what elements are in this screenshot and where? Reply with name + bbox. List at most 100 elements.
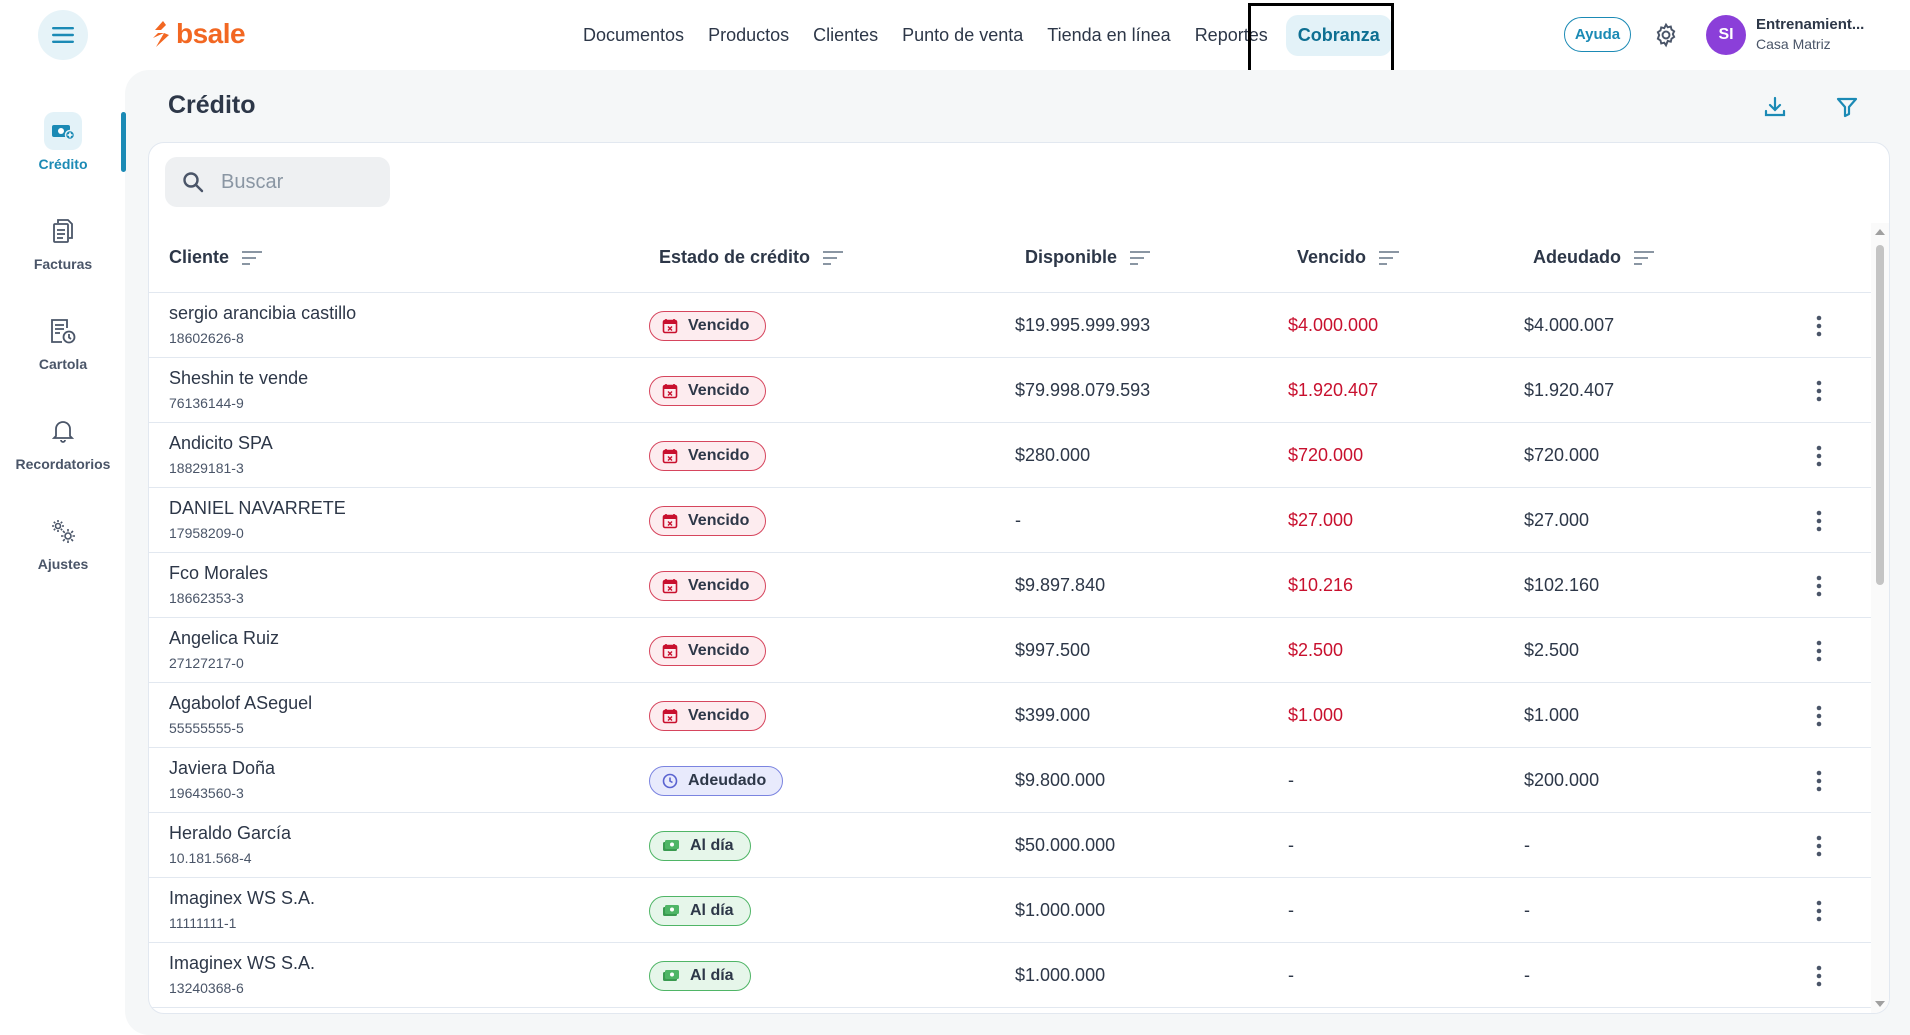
client-name[interactable]: Agabolof ASeguel — [169, 693, 313, 713]
scroll-up-arrow[interactable] — [1875, 229, 1885, 235]
user-info[interactable]: Entrenamient... Casa Matriz — [1756, 16, 1906, 52]
money-icon — [662, 904, 680, 918]
download-icon — [1764, 96, 1786, 117]
client-name[interactable]: Sheshin te vende — [169, 368, 309, 388]
client-rut: 11111111-1 — [169, 915, 237, 931]
download-button[interactable] — [1760, 92, 1790, 122]
table-row[interactable]: Angelica Ruiz 27127217-0 Vencido $997.500 $2… — [149, 618, 1871, 683]
status-badge: Vencido — [649, 441, 767, 471]
sort-icon — [1634, 250, 1654, 265]
status-label: Vencido — [688, 382, 750, 399]
column-header-disponible[interactable]: Disponible — [1025, 247, 1151, 268]
row-actions-button[interactable] — [1804, 311, 1834, 341]
table-scrollbar[interactable] — [1871, 223, 1889, 1013]
row-actions-button[interactable] — [1804, 636, 1834, 666]
row-actions-button[interactable] — [1804, 961, 1834, 991]
client-name[interactable]: Javiera Doña — [169, 758, 276, 778]
table-row[interactable]: DANIEL NAVARRETE 17958209-0 Vencido - $27.00… — [149, 488, 1871, 553]
help-button[interactable]: Ayuda — [1564, 17, 1631, 52]
row-actions-button[interactable] — [1804, 831, 1834, 861]
row-actions-button[interactable] — [1804, 441, 1834, 471]
sidebar-item-recordatorios[interactable]: Recordatorios — [0, 412, 126, 492]
table-row[interactable]: sergio arancibia castillo 18602626-8 Venci… — [149, 293, 1871, 358]
calendar-x-icon — [662, 643, 678, 659]
hamburger-menu-button[interactable] — [38, 10, 88, 60]
table-row[interactable]: Agabolof ASeguel 55555555-5 Vencido $399.00… — [149, 683, 1871, 748]
nav-cobranza[interactable]: Cobranza — [1285, 14, 1392, 56]
status-badge: Al día — [649, 831, 751, 861]
nav-reportes[interactable]: Reportes — [1194, 24, 1268, 45]
client-name[interactable]: sergio arancibia castillo — [169, 303, 357, 323]
column-header-label: Cliente — [169, 247, 230, 267]
status-label: Vencido — [688, 512, 750, 529]
row-actions-button[interactable] — [1804, 571, 1834, 601]
nav-clientes[interactable]: Clientes — [813, 24, 879, 45]
page-title: Crédito — [168, 91, 256, 119]
disponible-value: $399.000 — [1015, 705, 1091, 725]
client-rut: 13240368-6 — [169, 980, 244, 996]
sidebar-active-indicator — [121, 112, 126, 172]
avatar[interactable]: SI — [1706, 15, 1746, 55]
adeudado-value: $27.000 — [1524, 510, 1590, 530]
row-actions-button[interactable] — [1804, 506, 1834, 536]
table-row[interactable]: Sheshin te vende 76136144-9 Vencido $79.998… — [149, 358, 1871, 423]
row-actions-button[interactable] — [1804, 766, 1834, 796]
client-name[interactable]: Heraldo García — [169, 823, 292, 843]
search-box[interactable] — [165, 157, 390, 207]
client-name[interactable]: Fco Morales — [169, 563, 269, 583]
column-header-vencido[interactable]: Vencido — [1297, 247, 1400, 268]
table-row[interactable]: Heraldo García 10.181.568-4 Al día $50.000.… — [149, 813, 1871, 878]
table-row[interactable]: Javiera Doña 19643560-3 Adeudado $9.800.000… — [149, 748, 1871, 813]
row-actions-button[interactable] — [1804, 701, 1834, 731]
client-name[interactable]: Imaginex WS S.A. — [169, 953, 316, 973]
sort-icon — [823, 250, 844, 265]
vencido-value: $720.000 — [1288, 445, 1364, 465]
sidebar-item-credito[interactable]: Crédito — [0, 112, 126, 192]
table-body: sergio arancibia castillo 18602626-8 Venci… — [149, 293, 1871, 1008]
row-actions-button[interactable] — [1804, 376, 1834, 406]
sidebar-item-facturas[interactable]: Facturas — [0, 212, 126, 292]
disponible-value: $997.500 — [1015, 640, 1091, 660]
table-row[interactable]: Imaginex WS S.A. 11111111-1 Al día $1.000.0… — [149, 878, 1871, 943]
client-name[interactable]: Andicito SPA — [169, 433, 273, 453]
nav-productos[interactable]: Productos — [708, 24, 790, 45]
sidebar-item-label: Cartola — [38, 356, 88, 372]
client-rut: 76136144-9 — [169, 395, 244, 411]
search-input[interactable] — [221, 170, 371, 194]
status-label: Al día — [690, 837, 734, 854]
nav-tienda-en-linea[interactable]: Tienda en línea — [1047, 24, 1171, 45]
table-row[interactable]: Fco Morales 18662353-3 Vencido $9.897.840 $1… — [149, 553, 1871, 618]
settings-button[interactable] — [1650, 19, 1682, 51]
row-actions-button[interactable] — [1804, 896, 1834, 926]
adeudado-value: $102.160 — [1524, 575, 1600, 595]
nav-punto-de-venta[interactable]: Punto de venta — [902, 24, 1024, 45]
table-row[interactable]: Imaginex WS S.A. 13240368-6 Al día $1.000.0… — [149, 943, 1871, 1008]
scroll-thumb[interactable] — [1876, 245, 1884, 585]
status-badge: Vencido — [649, 571, 767, 601]
sidebar-item-ajustes[interactable]: Ajustes — [0, 512, 126, 592]
invoices-document-icon — [44, 212, 82, 250]
filter-button[interactable] — [1832, 92, 1862, 122]
vencido-value: $1.000 — [1288, 705, 1344, 725]
user-branch: Casa Matriz — [1756, 36, 1831, 52]
calendar-x-icon — [662, 708, 678, 724]
scroll-down-arrow[interactable] — [1875, 1001, 1885, 1007]
column-header-cliente[interactable]: Cliente — [169, 247, 263, 268]
bsale-logo[interactable]: bsale — [152, 18, 246, 50]
sidebar-item-cartola[interactable]: Cartola — [0, 312, 126, 392]
hamburger-icon — [52, 27, 74, 43]
table-row[interactable]: Andicito SPA 18829181-3 Vencido $280.000 $72… — [149, 423, 1871, 488]
column-header-adeudado[interactable]: Adeudado — [1533, 247, 1655, 268]
client-name[interactable]: DANIEL NAVARRETE — [169, 498, 346, 518]
column-header-label: Adeudado — [1533, 247, 1621, 267]
nav-documentos[interactable]: Documentos — [583, 24, 685, 45]
clock-icon — [662, 773, 678, 789]
adeudado-value: $1.000 — [1524, 705, 1580, 725]
search-icon — [183, 172, 204, 193]
client-name[interactable]: Imaginex WS S.A. — [169, 888, 316, 908]
status-label: Adeudado — [688, 772, 767, 789]
column-header-estado[interactable]: Estado de crédito — [659, 247, 844, 268]
more-vertical-icon — [1816, 900, 1822, 922]
credit-table-card: Cliente Estado de crédito Disponible Ven… — [148, 142, 1890, 1014]
client-name[interactable]: Angelica Ruiz — [169, 628, 280, 648]
